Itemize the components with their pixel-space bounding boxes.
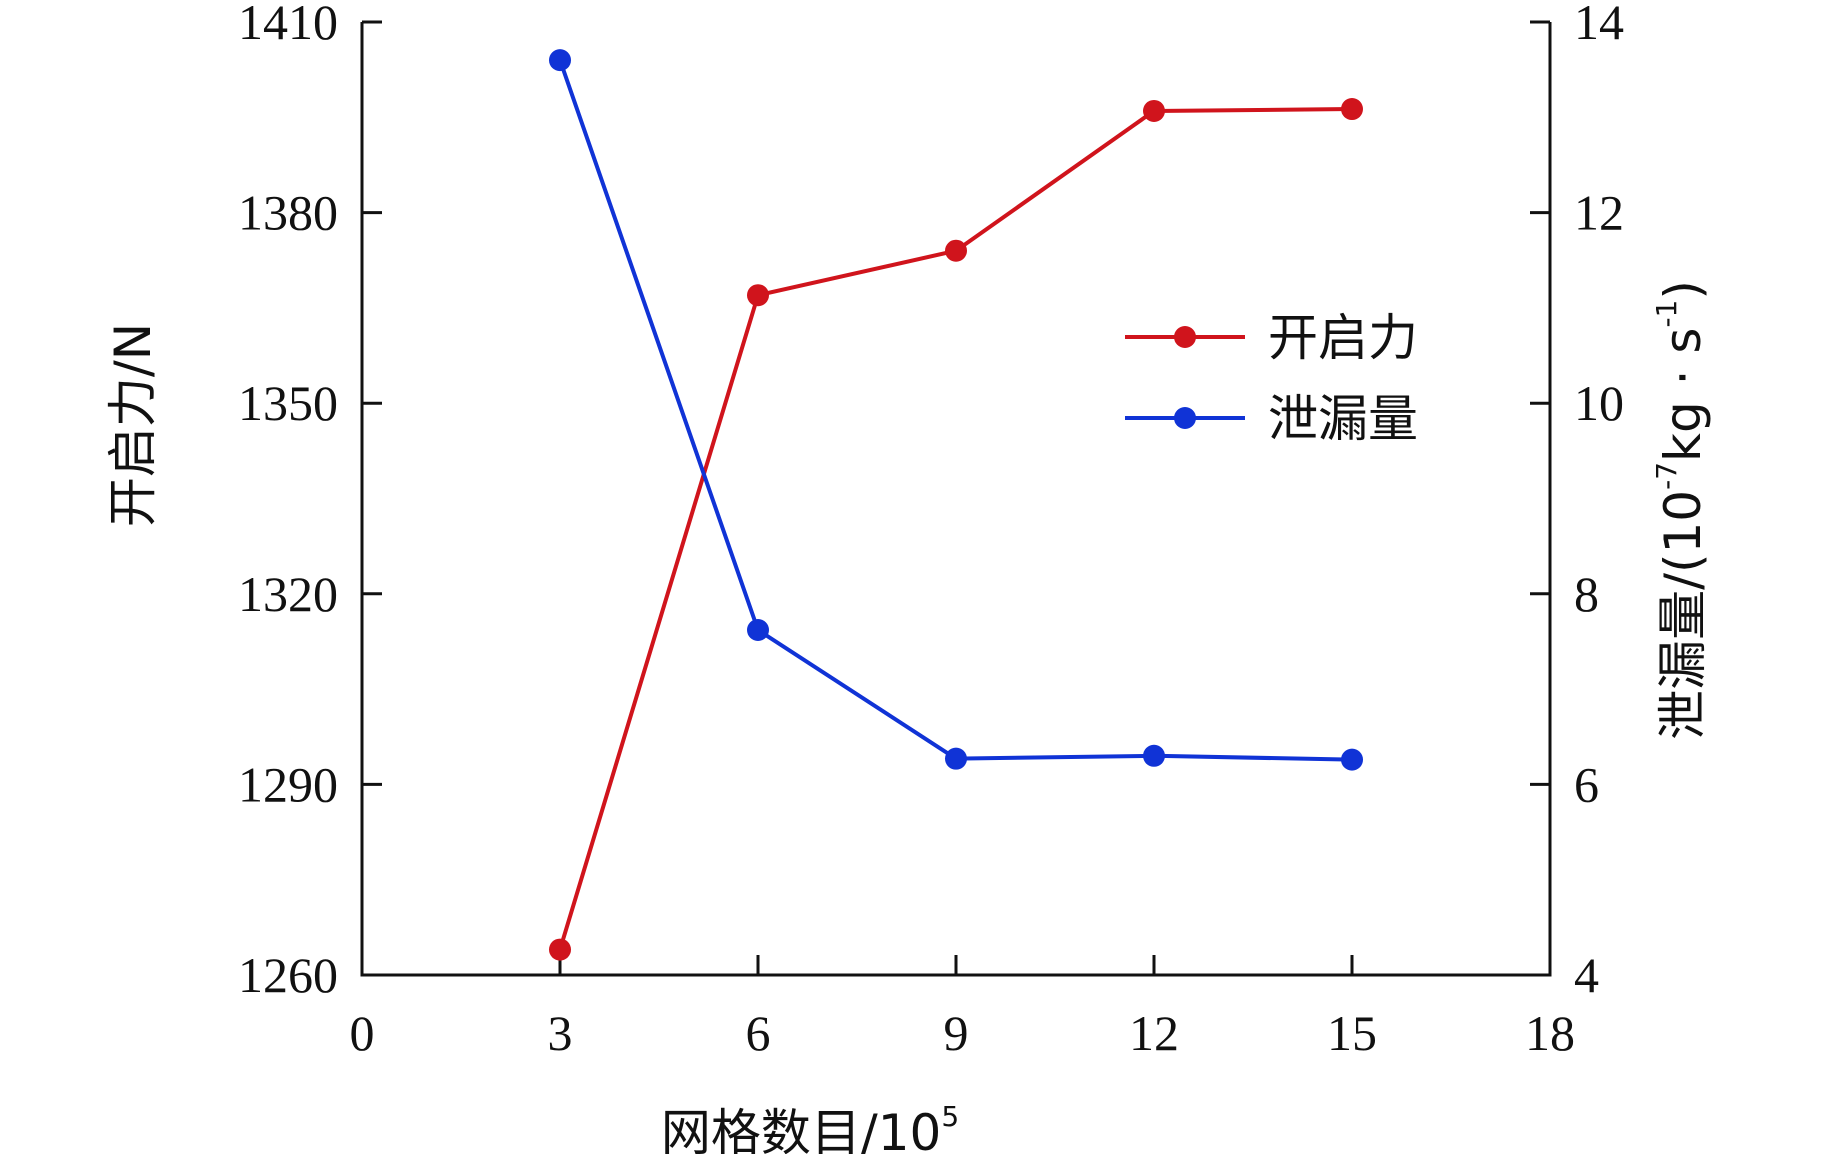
x-tick-label-18: 18 <box>1525 1005 1575 1061</box>
right-y-tick-label-6: 6 <box>1574 756 1599 812</box>
series-1-point-15 <box>1341 748 1363 771</box>
series-1-point-6 <box>747 619 769 642</box>
legend-label-leakage: 泄漏量 <box>1268 390 1418 448</box>
series-0-point-9 <box>945 239 967 262</box>
x-tick-label-6: 6 <box>746 1005 771 1061</box>
left-y-tick-label-1290: 1290 <box>238 756 338 812</box>
legend-item-opening-force: 开启力 <box>1125 309 1418 367</box>
x-axis-title-main: 网格数目/10 <box>661 1104 941 1154</box>
series-1-point-9 <box>945 747 967 770</box>
right-y-tick-label-14: 14 <box>1574 0 1624 50</box>
left-y-tick-label-1350: 1350 <box>238 375 338 431</box>
plot-frame <box>360 22 1552 977</box>
legend: 开启力 泄漏量 <box>1125 309 1418 448</box>
left-y-tick-label-1380: 1380 <box>238 185 338 241</box>
right-y-axis-title-main: 泄漏量/(10 <box>1654 490 1712 740</box>
x-tick-label-9: 9 <box>944 1005 969 1061</box>
ticks: 0 3 6 9 12 15 18 1260 1290 1320 1350 1380 1410 4 6 8 10 1… <box>238 0 1624 1061</box>
left-y-tick-label-1410: 1410 <box>238 0 338 50</box>
x-tick-label-0: 0 <box>350 1005 375 1061</box>
left-y-tick-label-1320: 1320 <box>238 566 338 622</box>
left-y-axis-title: 开启力/N <box>104 323 162 527</box>
x-axis-title: 网格数目/105 <box>661 1100 959 1154</box>
right-y-axis-title-sup1: -7 <box>1650 462 1683 490</box>
series-0-point-6 <box>747 284 769 307</box>
axes <box>360 22 1552 977</box>
right-y-axis-title: 泄漏量/(10-7kg · s-1) <box>1650 280 1712 740</box>
x-tick-label-15: 15 <box>1327 1005 1377 1061</box>
right-y-tick-label-8: 8 <box>1574 566 1599 622</box>
right-y-axis-title-sup2: -1 <box>1650 300 1683 328</box>
right-y-tick-label-4: 4 <box>1574 947 1599 1003</box>
series-line-0 <box>558 107 1353 951</box>
series-0 <box>549 98 1363 961</box>
series-0-point-3 <box>549 938 571 961</box>
left-y-tick-label-1260: 1260 <box>238 947 338 1003</box>
x-axis-title-sup: 5 <box>941 1100 959 1133</box>
legend-marker-opening-force <box>1174 326 1196 348</box>
legend-marker-leakage <box>1174 407 1196 429</box>
right-y-axis-title-end: ) <box>1654 280 1712 300</box>
series-1-point-3 <box>549 49 571 72</box>
series-line-1 <box>558 59 1353 762</box>
series-layer <box>549 49 1363 961</box>
right-y-tick-label-10: 10 <box>1574 375 1624 431</box>
right-y-tick-label-12: 12 <box>1574 185 1624 241</box>
x-tick-label-12: 12 <box>1129 1005 1179 1061</box>
series-0-point-15 <box>1341 98 1363 121</box>
right-y-axis-title-unit: kg · s <box>1654 328 1712 462</box>
series-1-point-12 <box>1143 744 1165 767</box>
x-tick-label-3: 3 <box>548 1005 573 1061</box>
legend-label-opening-force: 开启力 <box>1268 309 1418 367</box>
legend-item-leakage: 泄漏量 <box>1125 390 1418 448</box>
series-1 <box>549 49 1363 771</box>
series-0-point-12 <box>1143 99 1165 122</box>
